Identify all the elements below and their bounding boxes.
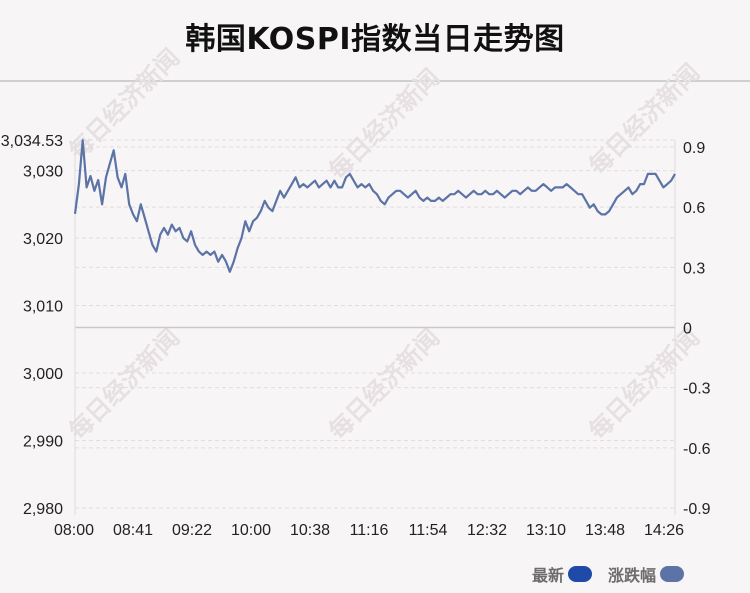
right-tick-label: 0.9 [683, 140, 705, 157]
x-tick-label: 10:00 [231, 522, 271, 539]
right-tick-label: 0.3 [683, 260, 705, 277]
left-tick-label: 2,980 [23, 501, 63, 518]
legend-latest-label: 最新 [532, 566, 565, 585]
x-tick-label: 11:16 [350, 522, 389, 539]
legend-change[interactable]: 涨跌幅 [608, 563, 685, 585]
right-tick-label: 0.6 [683, 200, 705, 217]
x-tick-label: 10:38 [290, 522, 330, 539]
left-tick-label: 3,030 [23, 164, 63, 181]
x-axis: 08:00 08:41 09:22 10:00 10:38 11:16 11:54 12:32… [54, 522, 684, 539]
title-divider [0, 80, 750, 82]
left-tick-label: 3,034.53 [1, 133, 63, 150]
legend-change-swatch [660, 566, 685, 582]
watermark-text: 每日经济新闻 [324, 324, 446, 446]
right-tick-label: -0.3 [683, 381, 711, 398]
left-tick-label: 3,010 [23, 299, 63, 316]
right-tick-label: -0.6 [683, 441, 711, 458]
x-tick-label: 12:32 [467, 522, 507, 539]
watermark-text: 每日经济新闻 [324, 64, 446, 186]
x-tick-label: 08:41 [113, 522, 153, 539]
x-tick-label: 09:22 [172, 522, 212, 539]
left-axis: 3,034.53 3,030 3,020 3,010 3,000 2,990 2,980 [1, 133, 63, 518]
x-tick-label: 13:48 [585, 522, 625, 539]
x-tick-label: 14:26 [644, 522, 684, 539]
legend-latest[interactable]: 最新 [532, 563, 593, 585]
right-axis: 0.9 0.6 0.3 0 -0.3 -0.6 -0.9 [683, 140, 711, 518]
left-tick-label: 3,000 [23, 366, 63, 383]
right-tick-label: -0.9 [683, 501, 711, 518]
watermark-text: 每日经济新闻 [64, 324, 186, 446]
x-tick-label: 08:00 [54, 522, 94, 539]
grid-lines [74, 139, 676, 515]
legend-change-label: 涨跌幅 [608, 566, 657, 585]
chart-title: 韩国KOSPI指数当日走势图 [185, 22, 565, 57]
legend-latest-swatch [568, 566, 593, 582]
x-tick-label: 11:54 [409, 522, 448, 539]
series-layer [73, 139, 676, 273]
left-tick-label: 2,990 [23, 434, 63, 451]
x-tick-label: 13:10 [526, 522, 566, 539]
left-tick-label: 3,020 [23, 231, 63, 248]
kospi-price-line [73, 139, 676, 273]
watermark-text: 每日经济新闻 [584, 59, 706, 181]
right-tick-label: 0 [683, 321, 692, 338]
